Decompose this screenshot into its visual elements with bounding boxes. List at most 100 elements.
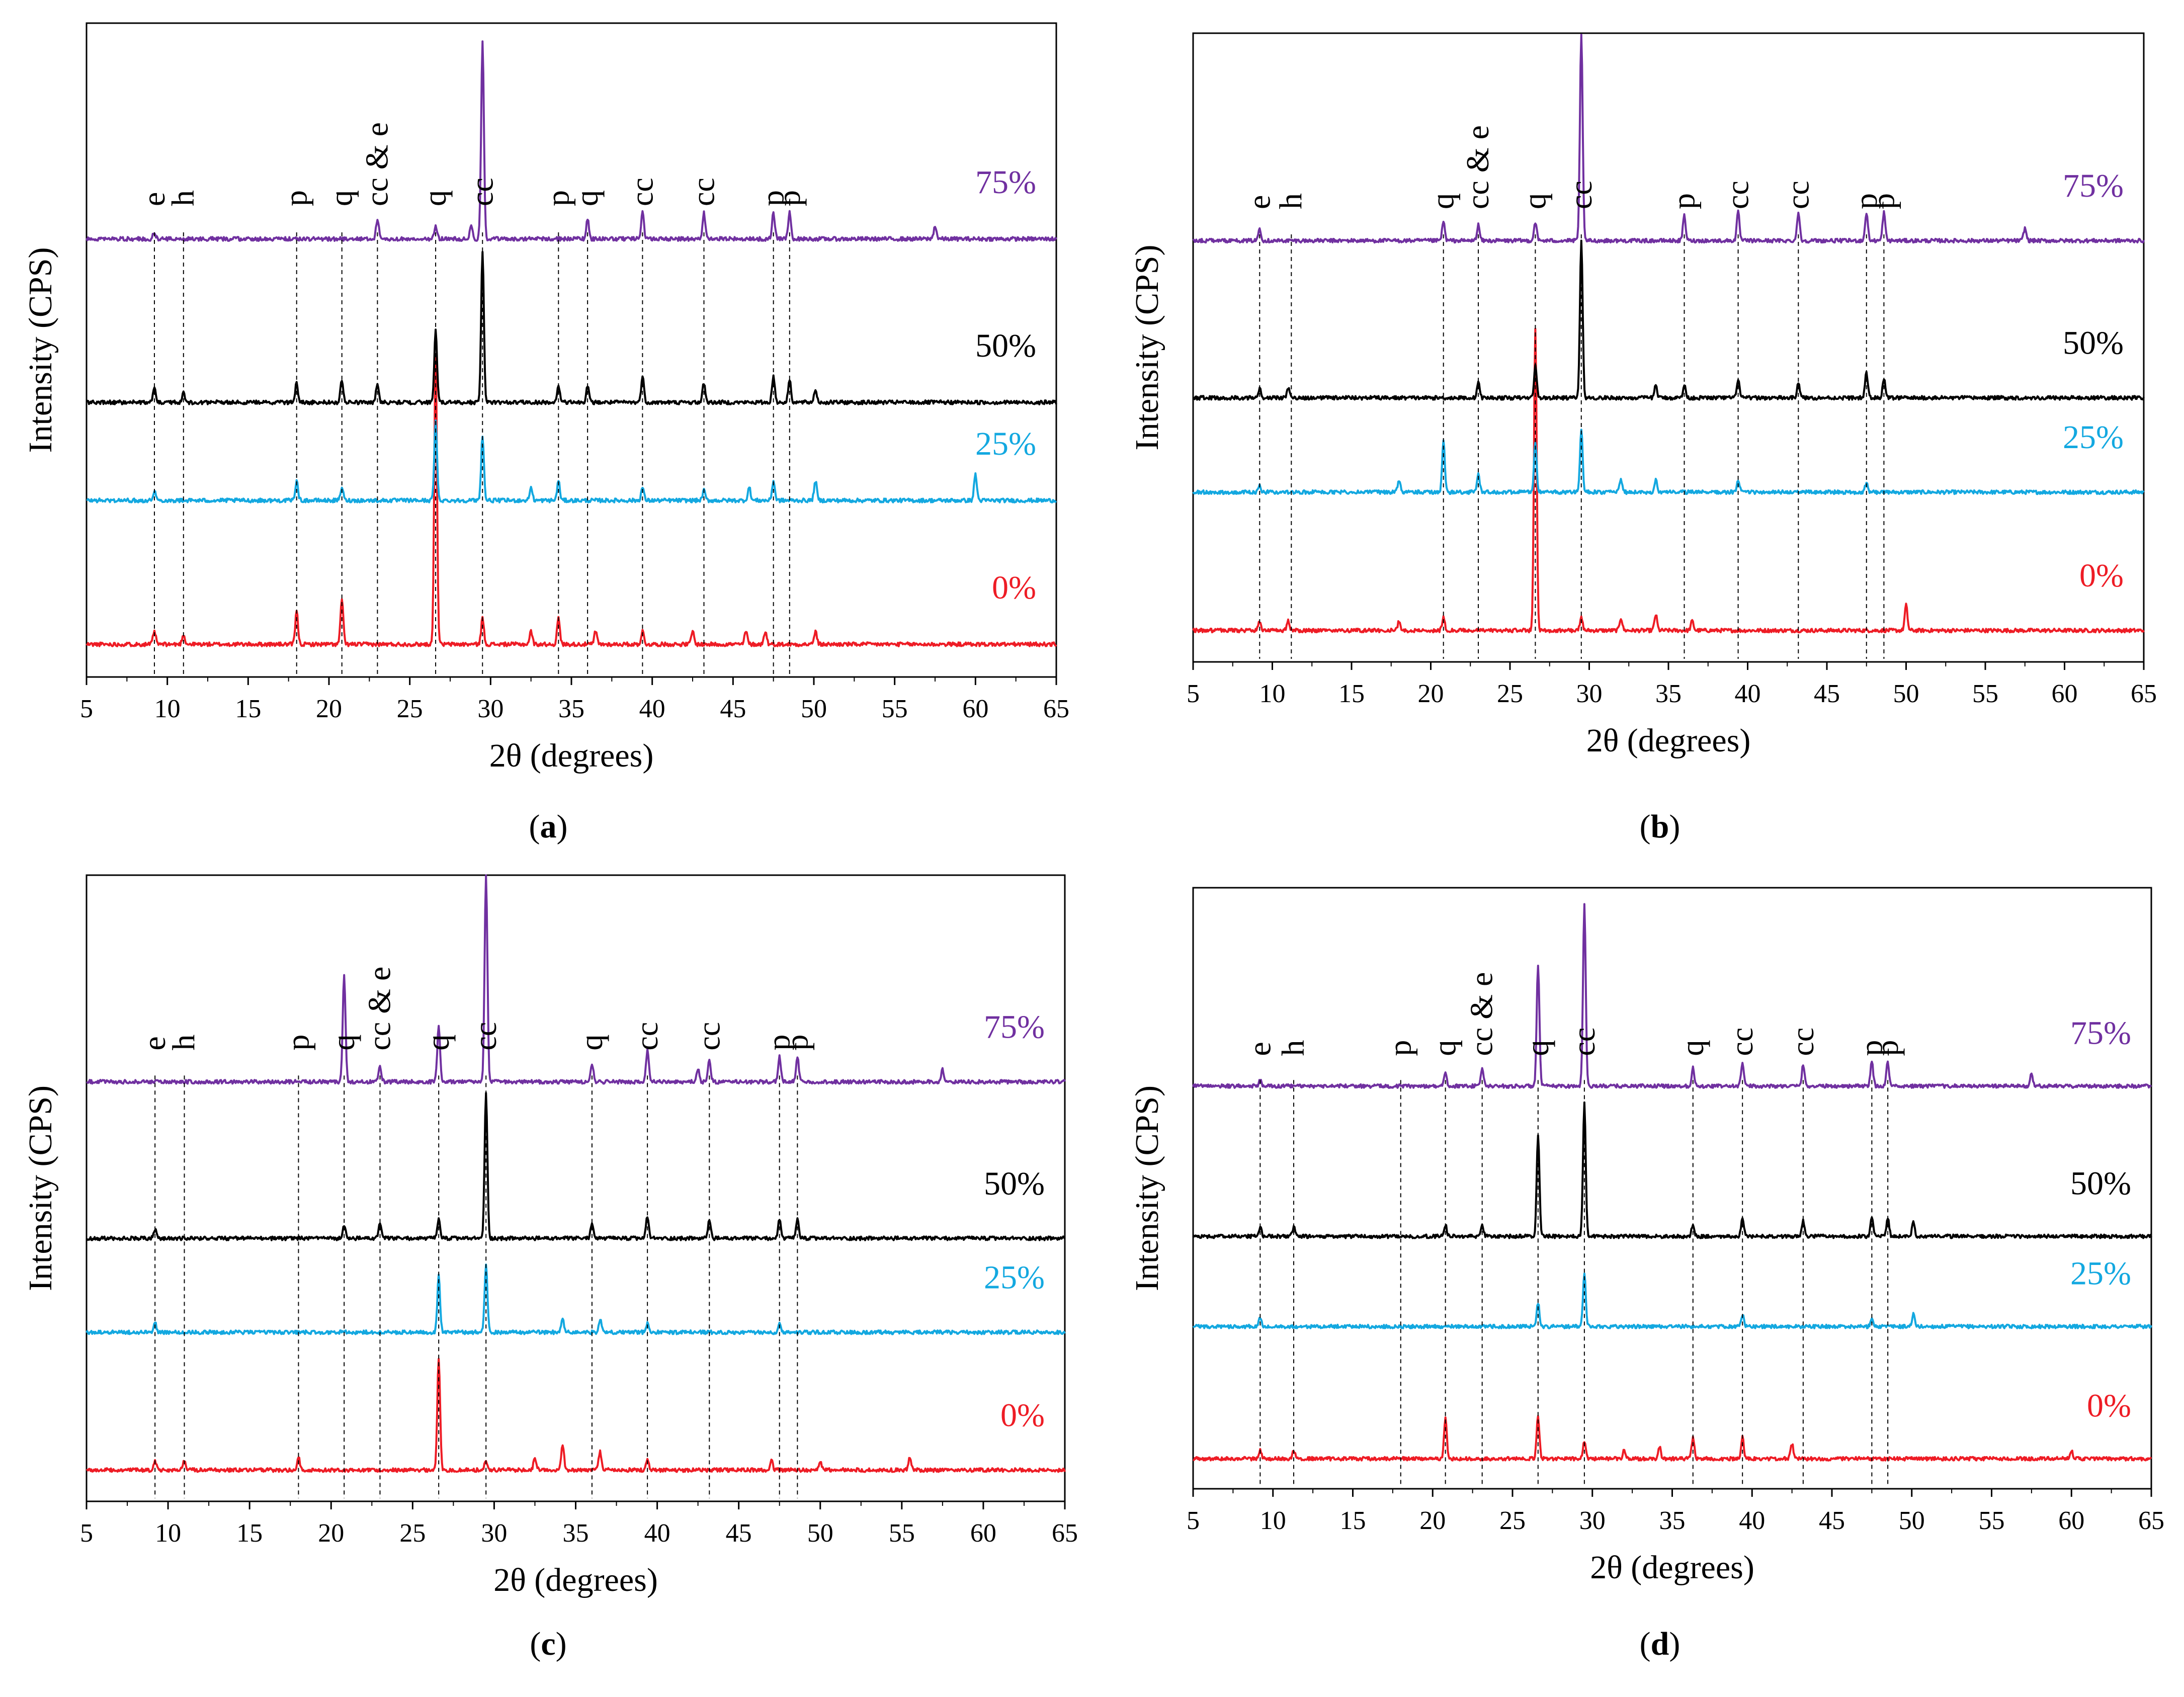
x-tick-label: 10 (1260, 1506, 1286, 1535)
x-tick-label: 25 (397, 695, 423, 723)
x-tick-label: 20 (1418, 680, 1444, 708)
x-tick-label: 20 (1419, 1506, 1446, 1535)
peak-label: cc (1780, 181, 1815, 209)
x-tick-label: 30 (481, 1519, 507, 1548)
x-tick-label: 10 (155, 1519, 181, 1548)
panel-caption: (a) (529, 808, 568, 845)
peak-label: q (417, 190, 453, 206)
x-tick-label: 65 (1043, 695, 1069, 723)
panel-caption: (c) (530, 1626, 566, 1662)
series-line-50pct (86, 1092, 1066, 1241)
x-tick-label: 10 (1259, 680, 1286, 708)
peak-label: p (755, 190, 791, 206)
series-label: 0% (992, 569, 1036, 606)
panel-a: 5 10 15 20 25 30 35 40 45 50 55 60 65 2θ (degrees) Int… (22, 22, 1069, 845)
y-axis-label: Intensity (CPS) (22, 247, 59, 453)
peak-label: p (779, 1035, 814, 1051)
series-label: 75% (2070, 1015, 2131, 1052)
x-tick-label: 60 (2058, 1506, 2084, 1535)
series-label: 0% (2087, 1388, 2131, 1424)
x-tick-label: 30 (477, 695, 503, 723)
series-line-25pct (1192, 429, 2145, 495)
peak-label: e (136, 1036, 172, 1050)
panel-d: 5 10 15 20 25 30 35 40 45 50 55 60 65 2θ (degrees) Int… (1129, 887, 2164, 1662)
x-tick-label: 30 (1579, 1506, 1606, 1535)
peak-label: cc (629, 1022, 664, 1051)
series-line-25pct (86, 1263, 1066, 1335)
peak-label: cc & e (1460, 125, 1495, 209)
panel-b: 5 10 15 20 25 30 35 40 45 50 55 60 65 2θ (degrees) Int… (1129, 32, 2157, 845)
peak-label: q (573, 1035, 609, 1051)
peak-label: q (1425, 193, 1461, 209)
series-line-0pct (1192, 327, 2145, 634)
series-line-75pct (1192, 34, 2145, 244)
series-label: 50% (984, 1165, 1045, 1202)
x-tick-label: 10 (154, 695, 181, 723)
x-tick-label: 15 (235, 695, 261, 723)
peak-label: cc (1785, 1028, 1820, 1056)
series-label: 75% (984, 1009, 1045, 1046)
x-tick-label: 35 (563, 1519, 589, 1548)
peak-label: p (1666, 193, 1702, 209)
panel-caption: (b) (1640, 808, 1681, 845)
x-tick-label: 35 (1659, 1506, 1686, 1535)
peak-label: cc (1724, 1028, 1759, 1056)
x-tick-label: 25 (1497, 680, 1523, 708)
x-tick-label: 30 (1576, 680, 1603, 708)
series-label: 0% (2079, 557, 2124, 594)
peak-label: p (761, 1035, 797, 1051)
peak-label: q (420, 1035, 456, 1051)
x-tick-label: 50 (801, 695, 827, 723)
plot-frame (1192, 887, 2152, 1490)
x-tick-label: 45 (1819, 1506, 1845, 1535)
peak-label: cc (685, 178, 721, 206)
x-tick-label: 50 (807, 1519, 833, 1548)
x-tick-label: 25 (1499, 1506, 1526, 1535)
x-tick-label: 40 (644, 1519, 670, 1548)
x-axis-label: 2θ (degrees) (493, 1562, 658, 1598)
series-label: 25% (984, 1259, 1045, 1296)
peak-label: h (1273, 193, 1308, 209)
x-tick-label: 20 (316, 695, 342, 723)
peak-label: cc & e (359, 122, 394, 206)
series-line-50pct (1193, 239, 2145, 401)
x-tick-label: 40 (1739, 1506, 1765, 1535)
series-line-75pct (86, 40, 1057, 242)
x-tick-label: 45 (1814, 680, 1840, 708)
series-label: 25% (2063, 419, 2124, 456)
x-axis-label: 2θ (degrees) (1590, 1549, 1754, 1586)
peak-label: p (280, 1035, 315, 1051)
x-tick-label: 60 (970, 1519, 996, 1548)
x-tick-label: 5 (80, 695, 93, 723)
peak-label: p (1865, 193, 1901, 209)
series-label: 75% (975, 164, 1036, 201)
series-label: 50% (2070, 1165, 2131, 1202)
x-tick-label: 5 (1187, 1506, 1200, 1535)
x-tick-label: 60 (962, 695, 988, 723)
x-tick-label: 65 (1052, 1519, 1078, 1548)
plot-frame (86, 22, 1057, 678)
peak-label: p (771, 190, 807, 206)
x-tick-label: 20 (318, 1519, 344, 1548)
x-axis-label: 2θ (degrees) (1586, 722, 1751, 759)
y-axis-label: Intensity (CPS) (1129, 1085, 1165, 1291)
peak-label: cc (624, 178, 659, 206)
peak-label: cc & e (362, 967, 397, 1051)
x-tick-label: 60 (2052, 680, 2078, 708)
x-tick-label: 40 (1735, 680, 1761, 708)
x-tick-label: 15 (236, 1519, 263, 1548)
x-tick-label: 50 (1893, 680, 1919, 708)
peak-label: cc (1720, 181, 1755, 209)
peak-label: p (1848, 193, 1884, 209)
peak-label: p (1853, 1040, 1889, 1056)
peak-label: q (1520, 1040, 1555, 1056)
peak-label: h (1275, 1040, 1311, 1056)
peak-label: p (278, 190, 314, 206)
peak-label: q (1674, 1040, 1710, 1056)
peak-label: q (325, 1035, 361, 1051)
x-axis-label: 2θ (degrees) (489, 737, 654, 774)
x-tick-label: 5 (80, 1519, 93, 1548)
series-label: 50% (2063, 325, 2124, 362)
peak-label: e (136, 192, 172, 206)
